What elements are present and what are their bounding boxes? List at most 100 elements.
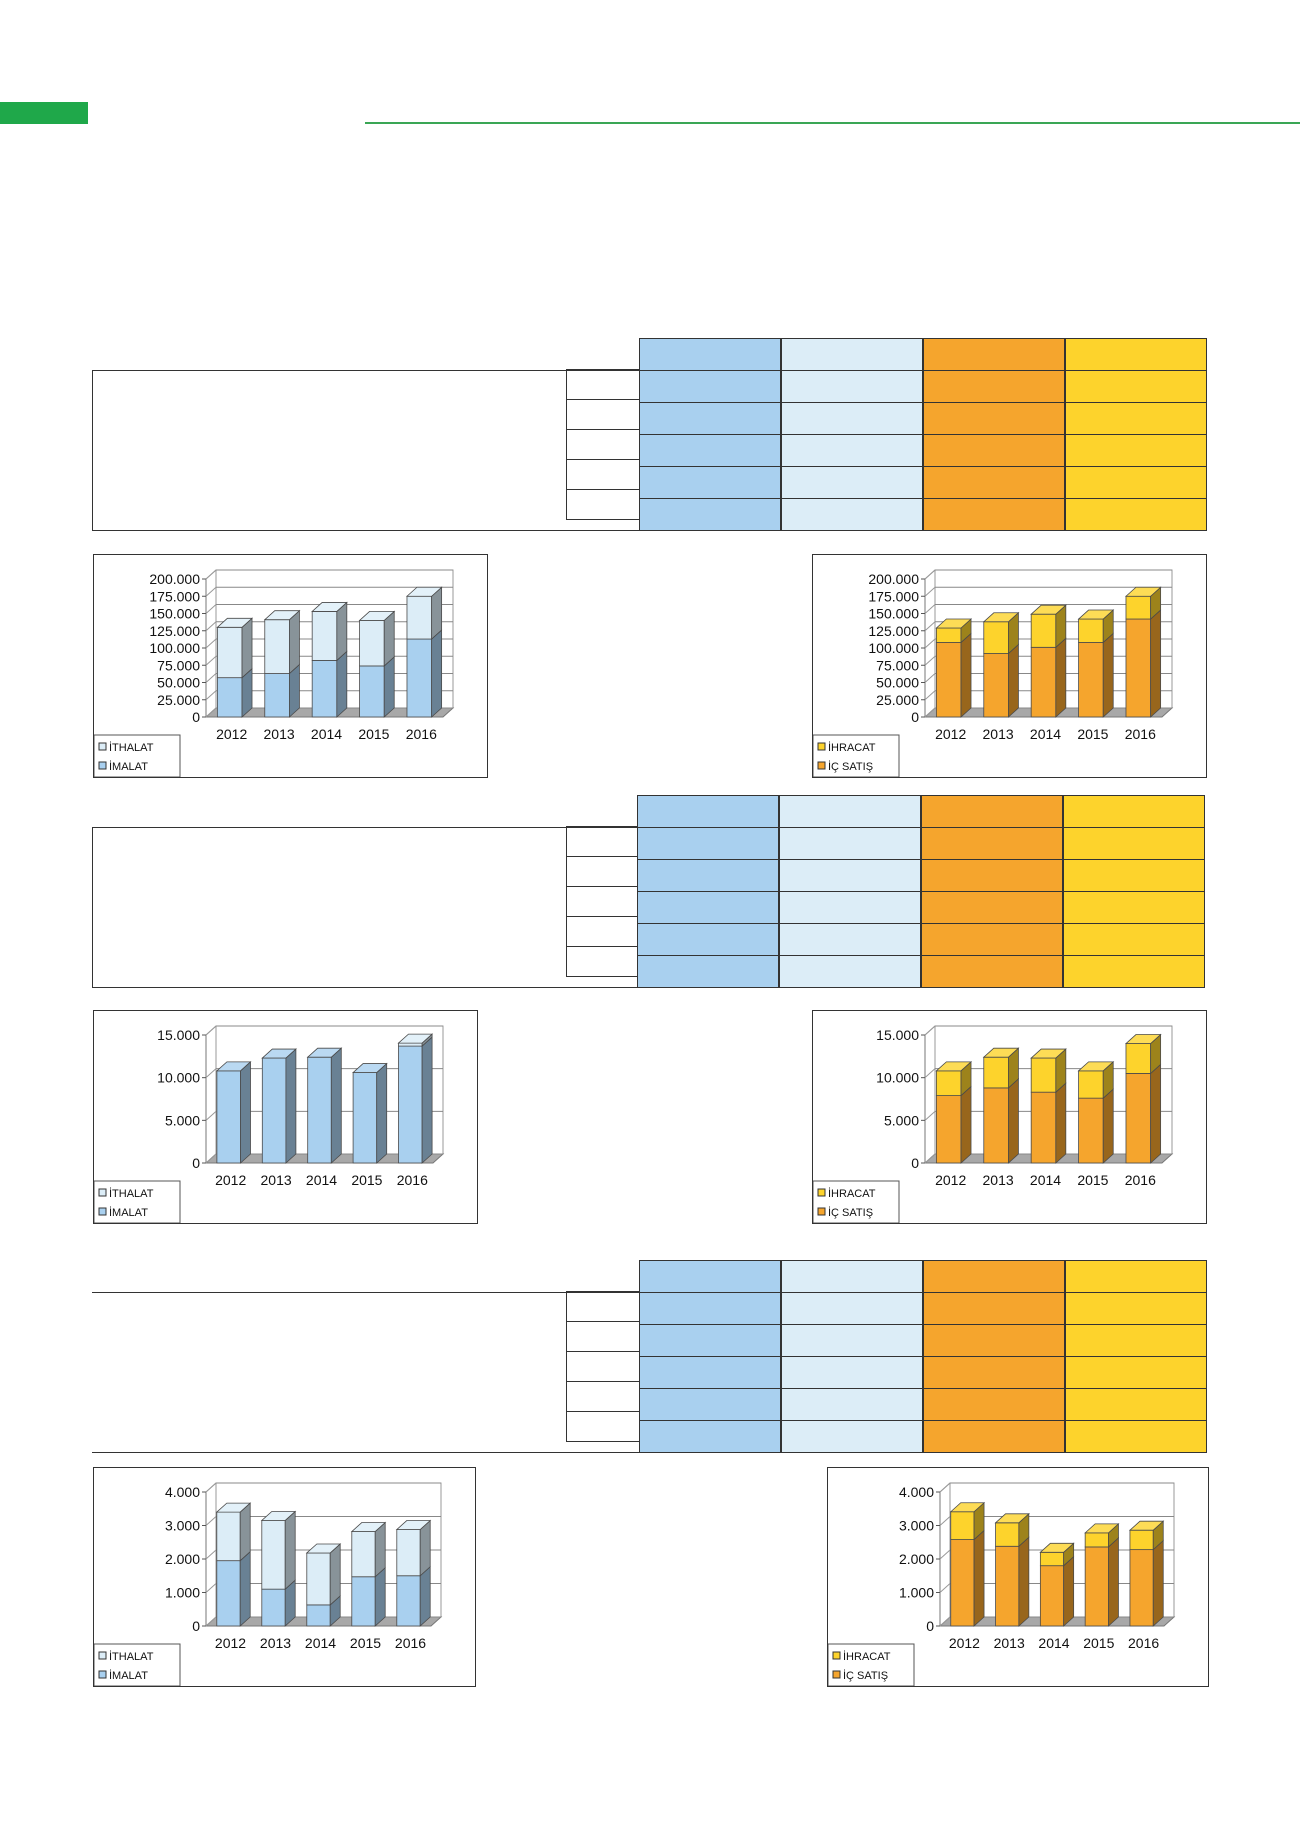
bar-top (1084, 1523, 1120, 1534)
gridline-depth (924, 621, 936, 632)
bar-front (352, 1072, 378, 1164)
bar-front (396, 1529, 421, 1577)
bar-top (982, 1047, 1020, 1058)
bar-front (216, 677, 243, 718)
stat-table-ihracat-column (1063, 795, 1205, 988)
y-tick-label: 5.000 (165, 1112, 200, 1128)
bar-side (239, 1502, 251, 1562)
bar-front (1039, 1565, 1065, 1627)
bar-front (216, 1511, 241, 1562)
bar-side (374, 1566, 386, 1627)
stat-table-year-column (566, 369, 640, 530)
chart-5-imalat-ithalat: 0 1.000 2.000 3.000 4.000 2012 2013 2014 2015 201… (93, 1467, 476, 1687)
bar-top (216, 617, 254, 628)
bar-i-malat-2016 (398, 1036, 433, 1164)
legend-box (94, 1643, 181, 1686)
bar-front (1078, 1097, 1104, 1164)
bar-i-malat-2015 (351, 1566, 386, 1627)
y-tick-label: 1.000 (165, 1585, 200, 1601)
bar-front (1084, 1532, 1109, 1548)
section-tab (0, 102, 88, 124)
bar-front (1125, 1073, 1152, 1164)
y-tick-label: 0 (926, 1618, 934, 1634)
y-tick-label: 125.000 (868, 623, 919, 639)
chart-6-icsatis-ihracat: 0 1.000 2.000 3.000 4.000 2012 2013 2014 2015 201… (827, 1467, 1209, 1687)
gridline-depth (924, 604, 936, 614)
x-tick-label: 2015 (350, 1635, 381, 1651)
bar-side (1055, 1082, 1067, 1164)
bar-front (1125, 1043, 1152, 1074)
bar-front (351, 1531, 376, 1578)
x-tick-label: 2016 (406, 726, 437, 742)
y-tick-label: 15.000 (157, 1027, 200, 1043)
bar-front (261, 1588, 286, 1627)
chart-1-imalat-ithalat: 0 25.000 50.000 75.000 100.000 125.000 150.000… (93, 554, 488, 778)
bar-front (935, 642, 962, 718)
bar-side (285, 1048, 297, 1164)
legend-label: İHRACAT (843, 1650, 891, 1663)
x-tick-label: 2015 (358, 726, 389, 742)
legend-label: İHRACAT (828, 741, 876, 754)
bar-side (336, 650, 348, 718)
gridline-depth (939, 1516, 951, 1526)
bar-i-thalat-2015 (350, 1521, 387, 1578)
bar-front (216, 1070, 241, 1164)
x-tick-label: 2014 (1030, 726, 1061, 742)
y-tick-label: 10.000 (876, 1070, 919, 1086)
bar-side (330, 1047, 342, 1164)
bar-front (1084, 1546, 1109, 1627)
legend-swatch (98, 1670, 107, 1679)
bar-i-sati--2016 (1129, 1539, 1164, 1627)
stat-table-year-column (566, 1291, 640, 1452)
bar-front (261, 1520, 286, 1590)
stat-table-label-area (92, 1292, 640, 1453)
bar-i-thalat-2012 (216, 617, 254, 679)
x-tick-label: 2012 (949, 1635, 980, 1651)
stat-table-ithalat-column (779, 795, 921, 988)
legend: İHRACAT İÇ SATIŞ (813, 734, 900, 777)
bar-side (1150, 1063, 1162, 1164)
gridline-depth (924, 569, 936, 580)
gridline-depth (924, 1110, 936, 1121)
bar-i-sati--2014 (1030, 1082, 1067, 1164)
bar-front (983, 1056, 1009, 1089)
chart-4-svg: 0 5.000 10.000 15.000 2012 2013 2014 2015 2016 İH… (813, 1025, 1174, 1223)
y-tick-label: 3.000 (899, 1518, 934, 1534)
y-tick-label: 0 (911, 709, 919, 725)
legend: İTHALAT İMALAT (94, 1180, 181, 1223)
bar-i-malat-2012 (215, 1060, 252, 1164)
bar-side (1108, 1537, 1119, 1627)
stat-table-ic-satis-column (923, 338, 1065, 531)
bar-i-hracat-2014 (1039, 1542, 1075, 1567)
x-tick-label: 2013 (994, 1635, 1025, 1651)
stat-table-imalat-column (639, 338, 781, 531)
bar-i-malat-2013 (261, 1048, 297, 1164)
gridline-depth (205, 586, 217, 597)
bar-side (376, 1062, 388, 1164)
bar-i-hracat-2016 (1124, 586, 1162, 620)
legend: İHRACAT İÇ SATIŞ (828, 1643, 915, 1686)
bar-front (216, 626, 243, 679)
bar-i-hracat-2014 (1030, 1048, 1067, 1094)
bar-front (1030, 613, 1057, 648)
bar-front (216, 1560, 241, 1627)
bar-front (983, 1087, 1009, 1164)
bar-i-hracat-2012 (949, 1501, 986, 1541)
x-tick-label: 2015 (1077, 726, 1108, 742)
stat-table-1 (92, 338, 1207, 531)
legend-label: İMALAT (109, 1669, 148, 1682)
legend-label: İMALAT (109, 1206, 148, 1219)
bar-top (935, 1061, 973, 1072)
bar-side (241, 617, 253, 679)
bar-front (1078, 642, 1104, 718)
gridline-depth (924, 1025, 936, 1036)
bar-top (949, 1502, 986, 1513)
stat-table-year-column (566, 826, 640, 987)
gridline-depth (205, 638, 217, 649)
y-tick-label: 25.000 (876, 692, 919, 708)
bar-i-hracat-2012 (935, 1060, 973, 1097)
bar-front (306, 1552, 331, 1606)
bar-front (1125, 595, 1152, 620)
bar-i-sati--2016 (1125, 609, 1162, 718)
